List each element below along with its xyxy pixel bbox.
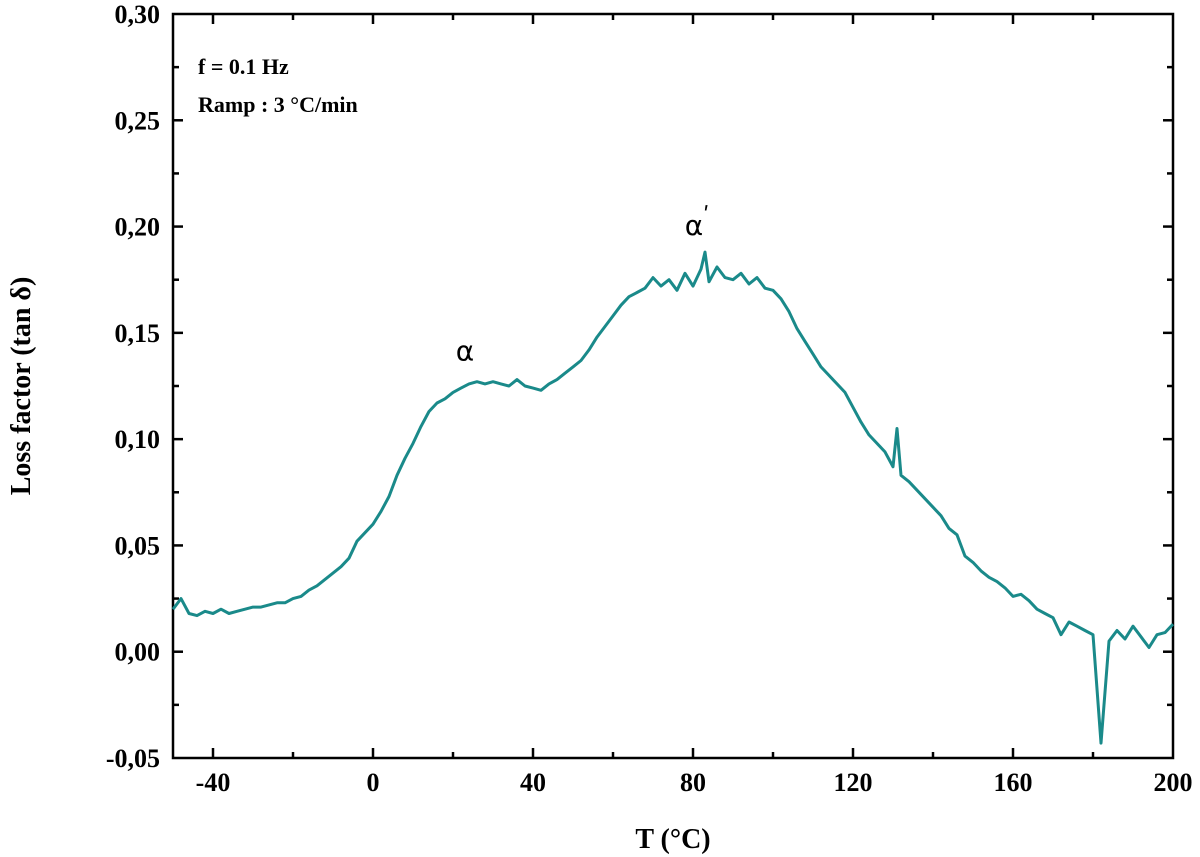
- y-tick-label: 0,25: [115, 106, 161, 135]
- x-tick-label: -40: [196, 768, 231, 797]
- y-axis-title: Loss factor (tan δ): [6, 277, 37, 496]
- y-tick-labels: -0,05 0,00 0,05 0,10 0,15 0,20 0,25 0,30: [106, 0, 160, 773]
- y-tick-label: -0,05: [106, 744, 160, 773]
- alpha-peak-label: α: [456, 334, 474, 367]
- axis-ticks: [173, 14, 1173, 758]
- alpha-prime-peak-label: αʹ: [685, 204, 710, 242]
- y-tick-label: 0,30: [115, 0, 161, 29]
- x-tick-label: 0: [367, 768, 380, 797]
- x-axis-title: T (°C): [635, 824, 710, 855]
- x-tick-labels: -40 0 40 80 120 160 200: [196, 768, 1193, 797]
- x-tick-label: 80: [680, 768, 706, 797]
- plot-frame: [171, 12, 1175, 760]
- y-tick-label: 0,15: [115, 319, 161, 348]
- frequency-annotation: f = 0.1 Hz: [198, 54, 289, 79]
- y-tick-label: 0,20: [115, 213, 161, 242]
- y-tick-label: 0,10: [115, 425, 161, 454]
- x-tick-label: 200: [1154, 768, 1193, 797]
- x-tick-label: 120: [834, 768, 873, 797]
- y-tick-label: 0,05: [115, 531, 161, 560]
- x-tick-label: 40: [520, 768, 546, 797]
- y-tick-label: 0,00: [115, 638, 161, 667]
- ramp-annotation: Ramp : 3 °C/min: [198, 92, 358, 117]
- x-tick-label: 160: [994, 768, 1033, 797]
- loss-factor-series-line: [171, 250, 1175, 745]
